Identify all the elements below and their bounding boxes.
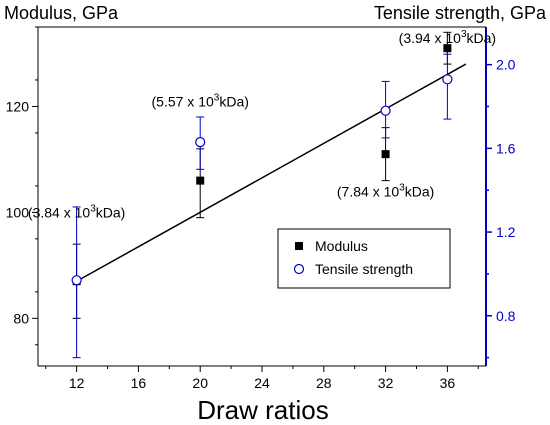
y-right-tick-label: 1.2 <box>496 224 516 240</box>
data-point <box>196 176 205 185</box>
x-tick-label: 16 <box>131 375 147 391</box>
axes-group: 12 16 20 24 28 32 36 80 100 120 0.8 1.2 1.6 2.0 <box>6 26 516 391</box>
x-axis-label: Draw ratios <box>197 395 328 425</box>
data-point <box>381 150 390 159</box>
annotations-group: (3.84 x 103kDa) (5.57 x 103kDa) (7.84 x 10… <box>28 29 496 221</box>
y-left-tick-label: 100 <box>6 204 30 220</box>
x-tick-label: 28 <box>316 375 332 391</box>
annotation-label: (3.84 x 103kDa) <box>28 204 125 221</box>
trend-line-group <box>76 63 467 282</box>
y-right-tick-label: 1.6 <box>496 140 516 156</box>
legend-entry: Tensile strength <box>315 261 413 277</box>
data-point <box>195 136 206 148</box>
y-right-tick-label: 2.0 <box>496 57 516 73</box>
legend-box <box>277 228 451 289</box>
legend: Modulus Tensile strength <box>277 228 451 289</box>
y-axis-left-label: Modulus, GPa <box>4 3 119 23</box>
annotation-label: (3.94 x 103kDa) <box>399 29 496 46</box>
y-left-tick-label: 120 <box>6 98 30 114</box>
data-point <box>71 275 82 286</box>
y-axis-right-label: Tensile strength, GPa <box>374 3 547 23</box>
y-left-tick-label: 80 <box>13 310 29 326</box>
x-tick-label: 12 <box>69 375 85 391</box>
y-right-tick-label: 0.8 <box>496 308 516 324</box>
legend-marker <box>295 242 303 250</box>
trend-line <box>76 63 467 282</box>
legend-entry: Modulus <box>315 238 368 254</box>
series-tensile-strength <box>71 53 453 359</box>
x-tick-label: 24 <box>254 375 270 391</box>
x-tick-label: 36 <box>440 375 456 391</box>
data-point <box>380 105 391 116</box>
annotation-label: (5.57 x 103kDa) <box>152 92 249 109</box>
x-tick-label: 20 <box>192 375 208 391</box>
legend-marker <box>293 263 305 275</box>
data-point <box>442 74 453 85</box>
series-group <box>71 31 453 359</box>
x-tick-label: 32 <box>378 375 394 391</box>
annotation-label: (7.84 x 103kDa) <box>337 183 434 200</box>
data-point <box>443 44 452 53</box>
